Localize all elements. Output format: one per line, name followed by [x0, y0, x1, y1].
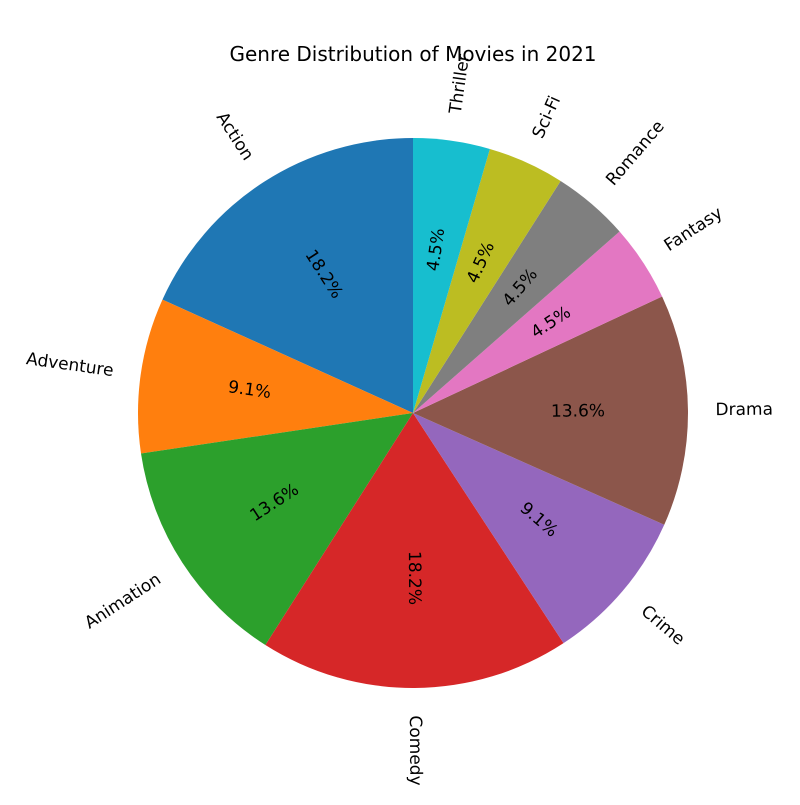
percent-label-drama: 13.6% [551, 401, 605, 422]
category-label-action: Action [212, 109, 258, 165]
pie-slice-comedy [265, 413, 564, 688]
pie-slice-thriller [413, 138, 490, 413]
category-label-fantasy: Fantasy [661, 203, 727, 256]
pie-slice-fantasy [413, 231, 663, 413]
pie-slices [138, 138, 688, 688]
pie-slice-action [162, 138, 413, 413]
pie-slice-adventure [138, 299, 413, 454]
pie-slice-animation [141, 413, 413, 646]
category-label-sci-fi: Sci-Fi [529, 93, 565, 142]
category-label-crime: Crime [637, 601, 689, 649]
category-label-animation: Animation [81, 569, 165, 633]
pie-slice-drama [413, 296, 688, 525]
pie-slice-sci-fi [413, 148, 561, 413]
category-label-comedy: Comedy [405, 715, 425, 785]
category-label-drama: Drama [715, 400, 773, 421]
category-label-adventure: Adventure [25, 349, 115, 381]
pie-slice-romance [413, 180, 620, 413]
percent-label-comedy: 18.2% [404, 551, 424, 605]
category-label-romance: Romance [602, 117, 669, 190]
pie-slice-crime [413, 413, 665, 644]
chart-title: Genre Distribution of Movies in 2021 [229, 42, 596, 66]
